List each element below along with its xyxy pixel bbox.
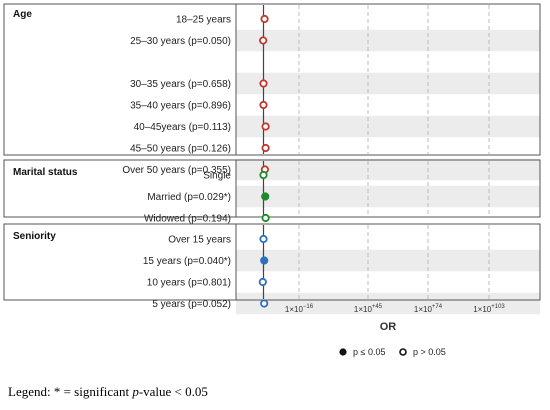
caption-p-italic: p [132, 384, 139, 399]
row-pvalue: (p=0.194) [185, 214, 231, 225]
row-label: Married (p=0.029*) [147, 192, 231, 203]
row-stripe [236, 185, 540, 208]
row-label: 15 years (p=0.040*) [143, 256, 231, 267]
row-category: 15 years [143, 256, 181, 267]
panel-plot-box [235, 159, 541, 218]
row-category: 30–35 years [130, 79, 185, 90]
row-pvalue: (p=0.801) [185, 278, 231, 289]
row-category: Over 50 years [122, 165, 185, 176]
row-stripe [236, 29, 540, 52]
data-point [261, 192, 270, 201]
row-label: 30–35 years (p=0.658) [130, 79, 231, 90]
panel-plot-box [235, 3, 541, 156]
tick-base: 1×10 [473, 305, 492, 314]
panel-plot-box [235, 223, 541, 301]
row-pvalue: (p=0.052) [185, 299, 231, 310]
data-point [259, 170, 268, 180]
section-title-2: Seniority [13, 231, 56, 242]
row-label: 45–50 years (p=0.126) [130, 144, 231, 155]
row-stripe [236, 158, 540, 181]
row-pvalue: (p=0.126) [185, 144, 231, 155]
x-axis-title: OR [380, 321, 397, 333]
data-point [261, 213, 270, 223]
legend-open-label: p > 0.05 [413, 347, 446, 357]
data-point [260, 14, 269, 24]
x-tick-label: 1×10+74 [414, 304, 443, 314]
data-point [259, 234, 268, 244]
tick-exponent: +45 [372, 304, 383, 310]
legend-filled-label: p ≤ 0.05 [353, 347, 385, 357]
data-point [259, 100, 268, 110]
row-category: Married [147, 192, 181, 203]
data-point [260, 256, 269, 265]
row-category: Single [203, 171, 231, 182]
x-tick-label: 1×10+103 [473, 304, 505, 314]
row-stripe [236, 72, 540, 95]
row-category: Widowed [144, 214, 185, 225]
row-label: 25–30 years (p=0.050) [130, 36, 231, 47]
row-label: Over 50 years (p=0.355) [122, 165, 231, 176]
row-pvalue: (p=0.050) [185, 36, 231, 47]
figure-caption: Legend: * = significant p-value < 0.05 [8, 384, 208, 400]
row-pvalue: (p=0.113) [186, 122, 231, 133]
row-category: 10 years [147, 278, 185, 289]
tick-base: 1×10 [285, 305, 304, 314]
row-label: Widowed (p=0.194) [144, 214, 231, 225]
row-label: 5 years (p=0.052) [152, 299, 231, 310]
row-category: 40–45years [134, 122, 186, 133]
row-category: 45–50 years [130, 144, 185, 155]
tick-exponent: +103 [491, 304, 505, 310]
row-label: 18–25 years [176, 15, 231, 26]
tick-base: 1×10 [414, 305, 433, 314]
caption-suffix: -value < 0.05 [138, 384, 208, 399]
x-tick-label: 1×10−16 [285, 304, 314, 314]
section-title-1: Marital status [13, 167, 78, 178]
data-point [259, 36, 268, 45]
row-stripe [236, 292, 540, 315]
row-category: 25–30 years [130, 36, 185, 47]
data-point [258, 277, 267, 287]
row-category: 5 years [152, 299, 185, 310]
row-stripe [236, 115, 540, 138]
row-stripe [236, 249, 540, 272]
x-tick-label: 1×10+45 [354, 304, 383, 314]
tick-base: 1×10 [354, 305, 373, 314]
row-label: Single [203, 171, 231, 182]
row-pvalue: (p=0.658) [185, 79, 231, 90]
row-label: 35–40 years (p=0.896) [130, 101, 231, 112]
tick-exponent: −16 [303, 304, 314, 310]
data-point [261, 122, 270, 131]
data-point [261, 143, 270, 153]
row-pvalue: (p=0.355) [185, 165, 231, 176]
forest-plot: Age 18–25 years 25–30 years (p=0.050) 30–35… [3, 3, 541, 357]
row-label: 40–45years (p=0.113) [134, 122, 231, 133]
legend-filled-marker [339, 348, 347, 356]
row-label: 10 years (p=0.801) [147, 278, 231, 289]
data-point [259, 79, 268, 88]
row-category: 35–40 years [130, 101, 185, 112]
row-pvalue: (p=0.896) [185, 101, 231, 112]
row-pvalue: (p=0.040*) [181, 256, 231, 267]
data-point [260, 299, 269, 308]
row-category: 18–25 years [176, 15, 231, 26]
row-pvalue: (p=0.029*) [181, 192, 231, 203]
row-category: Over 15 years [168, 235, 231, 246]
caption-prefix: Legend: * = significant [8, 384, 133, 399]
tick-exponent: +74 [432, 304, 443, 310]
row-label: Over 15 years [168, 235, 231, 246]
section-title-0: Age [13, 9, 32, 20]
legend-open-marker [399, 348, 407, 356]
